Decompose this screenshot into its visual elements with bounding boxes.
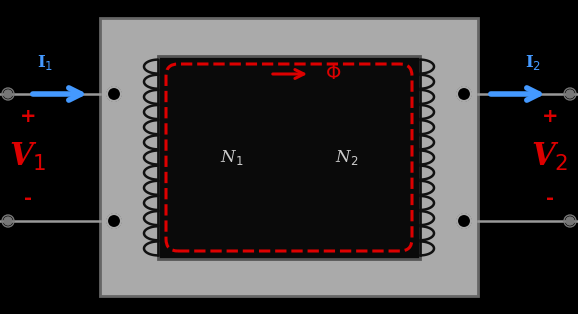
Text: V$_2$: V$_2$ [531, 141, 569, 173]
Text: $\Phi$: $\Phi$ [325, 65, 341, 83]
Circle shape [107, 214, 121, 228]
Circle shape [457, 214, 471, 228]
Text: N$_1$: N$_1$ [220, 148, 243, 167]
Text: I$_1$: I$_1$ [37, 53, 53, 72]
Text: -: - [546, 190, 554, 208]
Circle shape [107, 87, 121, 101]
Text: V$_1$: V$_1$ [9, 141, 47, 173]
Circle shape [566, 217, 574, 225]
Text: +: + [542, 106, 558, 126]
Bar [100, 18, 478, 296]
Text: -: - [24, 190, 32, 208]
Text: +: + [20, 106, 36, 126]
Circle shape [4, 90, 12, 98]
Bar [158, 56, 420, 259]
Circle shape [566, 90, 574, 98]
Circle shape [457, 87, 471, 101]
Text: I$_2$: I$_2$ [525, 53, 541, 72]
Circle shape [4, 217, 12, 225]
Text: N$_2$: N$_2$ [335, 148, 358, 167]
